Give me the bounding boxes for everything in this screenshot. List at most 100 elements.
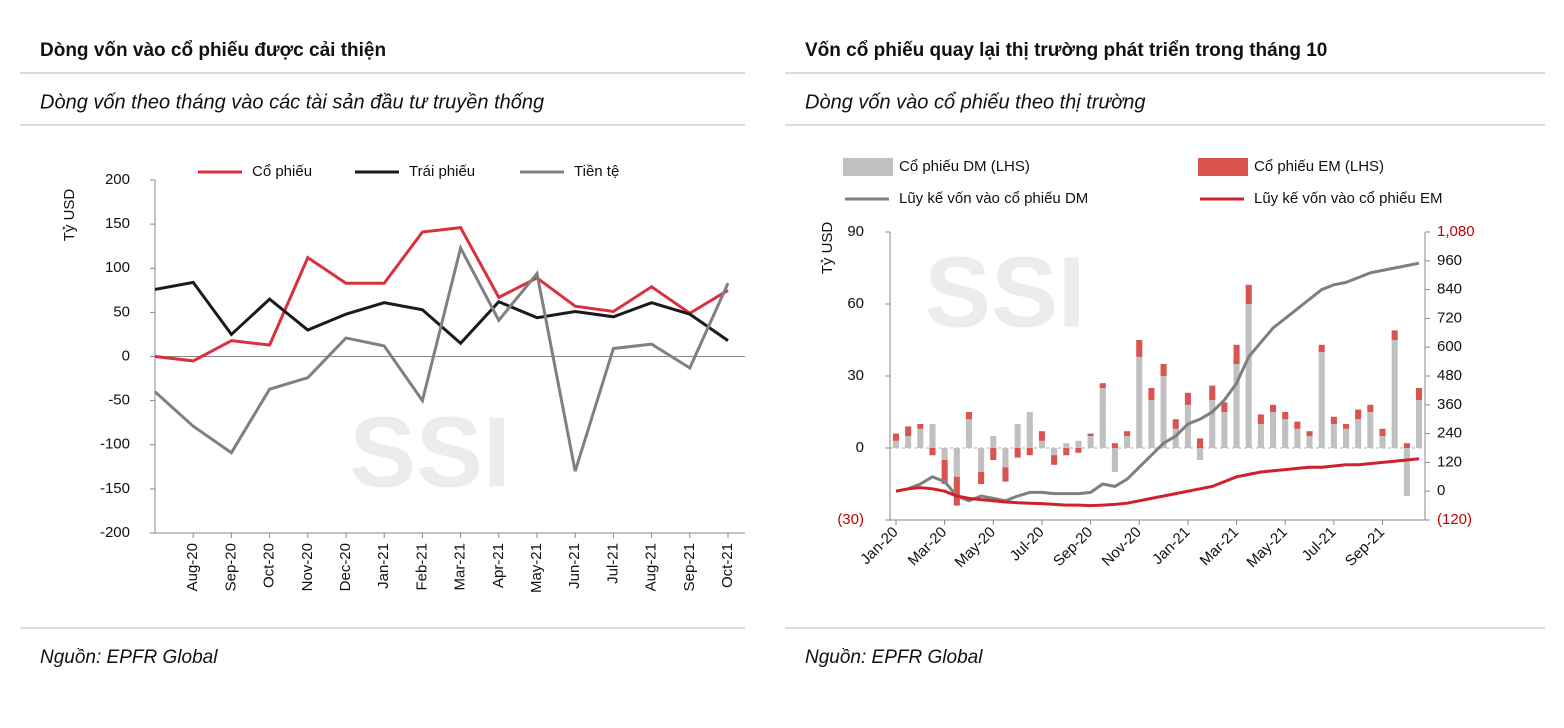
y2-tick-label: 480 [1437, 367, 1462, 384]
bar [990, 436, 997, 448]
bar [1330, 416, 1337, 424]
y2-tick-label: 120 [1437, 453, 1462, 470]
chart-subtitle: Dòng vốn vào cổ phiếu theo thị trường [805, 91, 1146, 113]
x-tick-label: Oct-20 [261, 543, 278, 588]
watermark: SSI [349, 396, 510, 508]
bar [1342, 424, 1350, 429]
bar [1209, 385, 1216, 400]
bar [1063, 448, 1070, 456]
source-note: Nguồn: EPFR Global [40, 647, 218, 668]
x-tick-label: Sep-20 [222, 543, 239, 591]
bar [1075, 440, 1082, 448]
x-tick-label: Sep-20 [1050, 524, 1096, 570]
x-tick-label: May-21 [528, 543, 545, 593]
bar [1233, 364, 1240, 448]
y-tick-label: 150 [105, 215, 130, 232]
bar [1282, 419, 1289, 448]
legend-label: Lũy kế vốn vào cổ phiếu DM [899, 190, 1088, 207]
legend-label: Tiền tệ [574, 163, 619, 180]
bar [1415, 388, 1423, 400]
bar [1270, 404, 1277, 412]
y-tick-label: -200 [100, 524, 130, 541]
bar [1026, 448, 1033, 456]
bar [1087, 433, 1094, 436]
y2-tick-label: 240 [1437, 425, 1462, 442]
bar [1367, 404, 1374, 412]
bar [1148, 400, 1155, 448]
y2-tick-label: 720 [1437, 309, 1462, 326]
x-tick-label: May-20 [952, 524, 999, 571]
watermark: SSI [924, 236, 1085, 348]
bar [1379, 436, 1386, 448]
chart-title: Vốn cổ phiếu quay lại thị trường phát tr… [805, 40, 1327, 61]
bar [965, 412, 973, 420]
series-line [153, 243, 730, 472]
bar [1063, 443, 1070, 448]
bar [1160, 376, 1167, 448]
bar [1306, 436, 1313, 448]
bar [1038, 440, 1045, 448]
bar [1111, 448, 1118, 472]
bar [1209, 400, 1216, 448]
bar [1197, 438, 1204, 448]
series-line [895, 261, 1420, 503]
x-tick-label: Jan-21 [375, 543, 392, 589]
bar [1002, 448, 1009, 468]
x-tick-label: Aug-21 [643, 543, 660, 591]
x-tick-label: Dec-20 [337, 543, 354, 591]
bar [1026, 412, 1033, 448]
bar [1355, 409, 1362, 420]
bar [1391, 330, 1398, 340]
y2-tick-label: 1,080 [1437, 223, 1475, 240]
bar [1403, 443, 1410, 448]
bar [1124, 431, 1131, 436]
x-tick-label: Sep-21 [681, 543, 698, 591]
bar [1318, 344, 1325, 352]
y-tick-label: 50 [113, 303, 130, 320]
bar [953, 448, 960, 477]
bar [1221, 412, 1228, 448]
bar [905, 436, 912, 448]
x-tick-label: Mar-21 [452, 543, 469, 591]
x-tick-label: Jun-21 [566, 543, 583, 589]
bar [1160, 364, 1167, 376]
bar [941, 448, 948, 460]
y2-tick-label: (120) [1437, 511, 1472, 528]
bar [1270, 412, 1277, 448]
bar [1245, 304, 1252, 448]
bar [1124, 436, 1131, 448]
bar [1184, 392, 1191, 405]
y-tick-label: 0 [856, 439, 864, 456]
bar [1051, 448, 1058, 456]
y-tick-label: 200 [105, 171, 130, 188]
y-tick-label: (30) [837, 511, 864, 528]
bar [978, 472, 985, 484]
x-tick-label: Jul-21 [604, 543, 621, 584]
bar [978, 448, 985, 472]
bar [892, 440, 900, 448]
y2-tick-label: 960 [1437, 252, 1462, 269]
bar [941, 460, 948, 484]
y-tick-label: 60 [847, 295, 864, 312]
bar [1184, 404, 1191, 448]
bar [1403, 448, 1410, 496]
x-tick-label: Apr-21 [490, 543, 507, 588]
bar [1294, 421, 1301, 429]
x-tick-label: Mar-21 [1197, 524, 1243, 570]
bar [1233, 344, 1240, 364]
x-tick-label: Nov-20 [299, 543, 316, 591]
y-axis-label: Tỷ USD [819, 222, 836, 275]
legend-label: Cổ phiếu [252, 163, 312, 180]
x-tick-label: Jan-21 [1149, 524, 1193, 568]
legend-label: Cổ phiếu DM (LHS) [899, 158, 1030, 175]
y2-tick-label: 0 [1437, 482, 1445, 499]
y2-tick-label: 600 [1437, 338, 1462, 355]
bar [1367, 412, 1374, 448]
bar [1111, 443, 1118, 448]
bar [1355, 419, 1362, 448]
legend-swatch [843, 158, 893, 176]
bar [892, 433, 900, 441]
bar [1197, 448, 1204, 460]
x-tick-label: Mar-20 [905, 524, 951, 570]
